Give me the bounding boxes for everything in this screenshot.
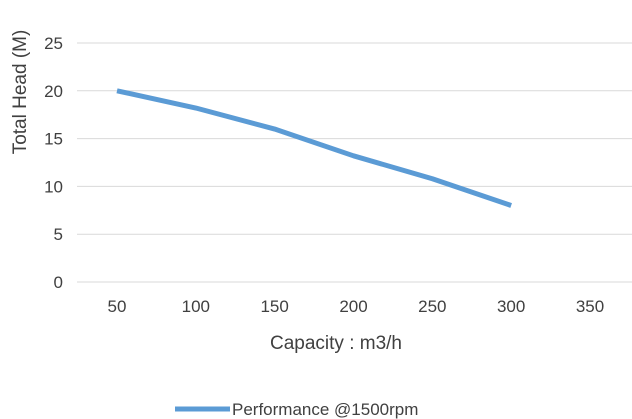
y-axis-title: Total Head (M)	[10, 30, 31, 155]
y-tick-label: 20	[44, 82, 63, 101]
x-tick-label: 50	[108, 297, 127, 316]
x-tick-label: 100	[182, 297, 210, 316]
x-tick-label: 300	[497, 297, 525, 316]
y-tick-label: 15	[44, 130, 63, 149]
y-tick-label: 0	[54, 273, 63, 292]
x-axis-title: Capacity : m3/h	[270, 333, 402, 354]
x-tick-label: 250	[418, 297, 446, 316]
legend: Performance @1500rpm	[175, 400, 418, 419]
gridlines	[77, 42, 632, 283]
y-tick-label: 25	[44, 34, 63, 53]
x-tick-label: 200	[339, 297, 367, 316]
y-tick-label: 5	[54, 225, 63, 244]
x-tick-label: 350	[576, 297, 604, 316]
series-lines	[116, 88, 512, 208]
legend-label: Performance @1500rpm	[232, 400, 418, 419]
x-tick-label: 150	[260, 297, 288, 316]
y-tick-label: 10	[44, 177, 63, 196]
x-axis-ticks: 50 100 150 200 250 300 350	[108, 297, 605, 316]
y-axis-ticks: 0 5 10 15 20 25	[44, 34, 63, 292]
series-line	[116, 88, 512, 208]
